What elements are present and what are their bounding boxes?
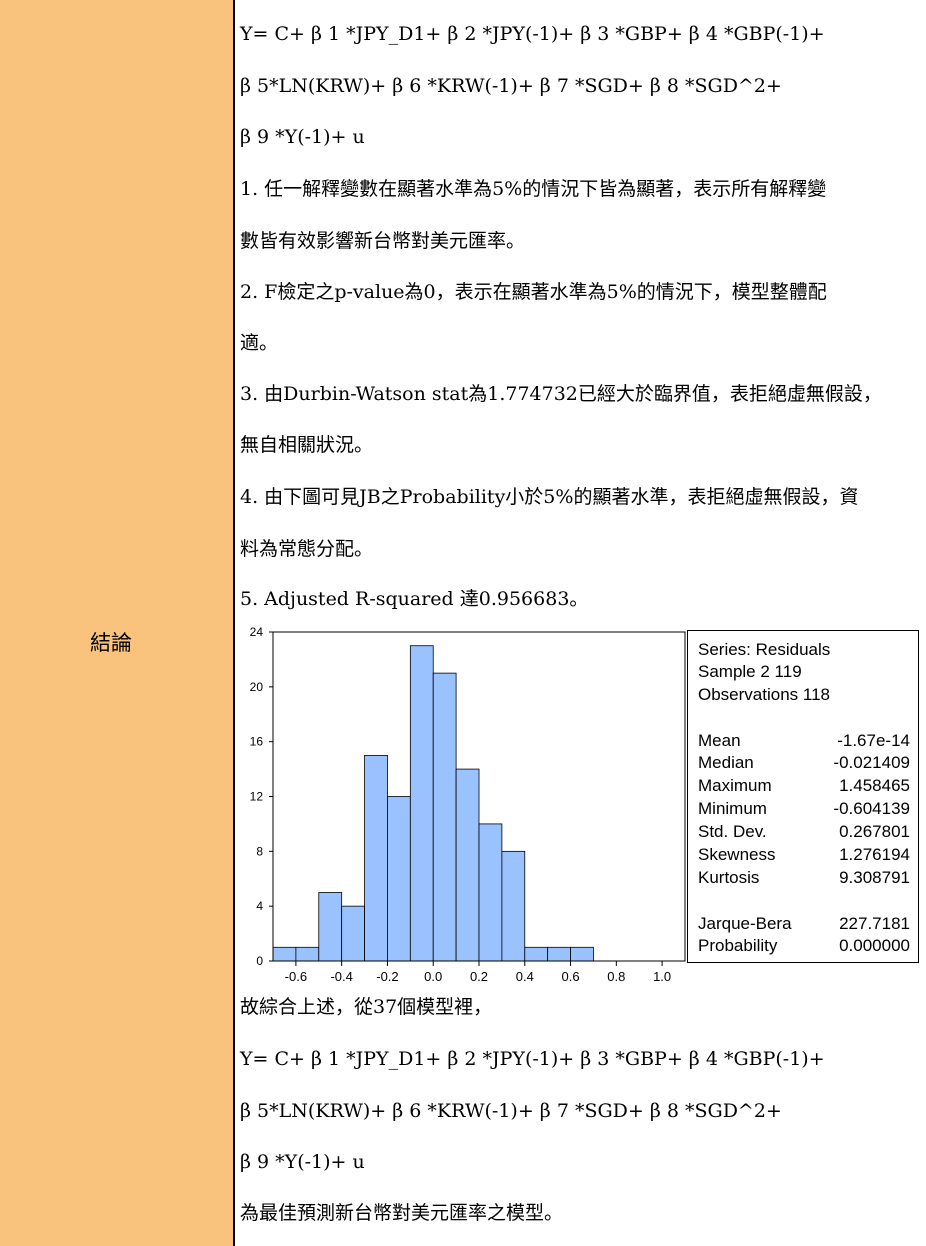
conclusion-intro: 故綜合上述，從37個模型裡， (240, 996, 493, 1018)
x-tick-label: -0.4 (330, 969, 352, 984)
y-tick-label: 20 (250, 680, 264, 694)
histogram-svg: 0 4 8 12 16 20 24 -0.6 -0.4 -0.2 0.0 0.2 0.4 0.6 0.8 1.… (250, 625, 686, 984)
column-divider (233, 0, 235, 1246)
histogram-bar (455, 768, 480, 962)
point-3-line-2: 無自相關狀況。 (240, 434, 374, 456)
point-1-line-1: 1. 任一解釋變數在顯著水準為5%的情況下皆為顯著，表示所有解釋變 (240, 178, 827, 200)
model-line-1: Y= C+ β 1 *JPY_D1+ β 2 *JPY(-1)+ β 3 *GB… (240, 23, 825, 45)
point-2-line-2: 適。 (240, 332, 279, 354)
y-tick-label: 8 (256, 844, 263, 858)
residual-stats-box: Series: Residuals Sample 2 119 Observati… (687, 630, 919, 963)
stats-label: Probability (698, 936, 778, 955)
histogram-bar (341, 905, 365, 962)
x-tick-label: 0.4 (516, 969, 534, 984)
stats-label: Jarque-Bera (698, 914, 792, 933)
final-model-line-2: β 5*LN(KRW)+ β 6 *KRW(-1)+ β 7 *SGD+ β 8… (240, 1100, 782, 1122)
stats-label: Std. Dev. (698, 822, 767, 841)
stats-label: Kurtosis (698, 868, 760, 887)
point-4-line-2: 料為常態分配。 (240, 538, 374, 560)
conclusion-end: 為最佳預測新台幣對美元匯率之模型。 (240, 1202, 564, 1224)
stats-label: Median (698, 753, 754, 772)
stats-label: Mean (698, 731, 741, 750)
stats-label: Skewness (698, 845, 776, 864)
stats-value: 227.7181 (839, 914, 910, 933)
histogram-bar (295, 946, 320, 962)
left-column (0, 0, 233, 1246)
stats-header-sample: Sample 2 119 (698, 662, 802, 681)
residual-histogram: 0 4 8 12 16 20 24 -0.6 -0.4 -0.2 0.0 0.2 0.4 0.6 0.8 1.… (237, 624, 687, 994)
stats-header-observations: Observations 118 (698, 685, 830, 704)
y-tick-label: 4 (256, 899, 263, 913)
histogram-bar (570, 946, 594, 962)
x-tick-label: -0.2 (376, 969, 398, 984)
model-line-2: β 5*LN(KRW)+ β 6 *KRW(-1)+ β 7 *SGD+ β 8… (240, 75, 782, 97)
y-tick-label: 24 (250, 625, 264, 639)
histogram-bar (501, 850, 526, 962)
y-tick-label: 12 (250, 790, 264, 804)
stats-value: 9.308791 (839, 868, 910, 887)
histogram-bar (524, 946, 549, 962)
x-tick-label: 0.8 (607, 969, 625, 984)
stats-value: -1.67e-14 (837, 731, 910, 750)
stats-value: 1.458465 (839, 776, 910, 795)
stats-value: 1.276194 (839, 845, 910, 864)
x-tick-label: 0.2 (470, 969, 488, 984)
final-model-line-3: β 9 *Y(-1)+ u (240, 1151, 365, 1173)
histogram-bar (478, 823, 503, 962)
x-tick-label: -0.6 (285, 969, 307, 984)
point-1-line-2: 數皆有效影響新台幣對美元匯率。 (240, 230, 526, 252)
stats-label: Minimum (698, 799, 767, 818)
histogram-bar (409, 645, 434, 962)
histogram-bar (547, 946, 571, 962)
histogram-bar (318, 892, 343, 962)
stats-value: -0.021409 (833, 753, 910, 772)
histogram-bar (387, 796, 411, 962)
point-4-line-1: 4. 由下圖可見JB之Probability小於5%的顯著水準，表拒絕虛無假設，… (240, 486, 859, 508)
stats-value: -0.604139 (833, 799, 910, 818)
y-tick-label: 0 (256, 954, 263, 968)
x-tick-label: 1.0 (653, 969, 671, 984)
x-tick-label: 0.0 (424, 969, 442, 984)
stats-value: 0.267801 (839, 822, 910, 841)
point-2-line-1: 2. F檢定之p-value為0，表示在顯著水準為5%的情況下，模型整體配 (240, 281, 827, 303)
section-label: 結論 (90, 631, 132, 655)
histogram-bar (364, 754, 388, 962)
stats-header-series: Series: Residuals (698, 640, 831, 659)
histogram-bar (272, 946, 297, 962)
histogram-bar (432, 672, 457, 962)
final-model-line-1: Y= C+ β 1 *JPY_D1+ β 2 *JPY(-1)+ β 3 *GB… (240, 1048, 825, 1070)
point-5: 5. Adjusted R-squared 達0.956683。 (240, 588, 589, 610)
point-3-line-1: 3. 由Durbin-Watson stat為1.774732已經大於臨界值，表… (240, 383, 882, 405)
y-tick-label: 16 (250, 735, 264, 749)
stats-value: 0.000000 (839, 936, 910, 955)
stats-label: Maximum (698, 776, 772, 795)
x-tick-label: 0.6 (562, 969, 580, 984)
model-line-3: β 9 *Y(-1)+ u (240, 126, 365, 148)
